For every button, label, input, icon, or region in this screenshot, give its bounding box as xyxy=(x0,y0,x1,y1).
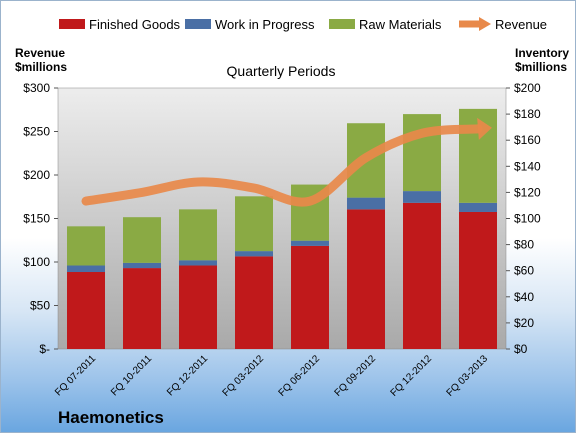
left-tick-label: $150 xyxy=(23,212,50,226)
legend: Finished Goods Work in Progress Raw Materi… xyxy=(59,17,547,32)
x-tick-label: FQ 12-2012 xyxy=(389,353,435,399)
bar-raw-materials-3 xyxy=(235,196,273,251)
legend-label-revenue: Revenue xyxy=(495,17,547,32)
left-axis-title-line1: Revenue xyxy=(15,46,65,60)
right-tick-label: $180 xyxy=(514,107,541,121)
bar-work-in-progress-7 xyxy=(459,203,497,212)
right-tick-label: $140 xyxy=(514,159,541,173)
bar-finished-goods-7 xyxy=(459,212,497,349)
right-tick-label: $160 xyxy=(514,133,541,147)
left-axis-title-line2: $millions xyxy=(15,60,67,74)
chart-title: Quarterly Periods xyxy=(227,63,336,79)
bar-work-in-progress-1 xyxy=(123,263,161,268)
bar-raw-materials-2 xyxy=(179,209,217,260)
bar-finished-goods-1 xyxy=(123,268,161,349)
x-tick-label: FQ 07-2011 xyxy=(53,353,98,398)
right-tick-label: $100 xyxy=(514,212,541,226)
legend-label-2: Raw Materials xyxy=(359,17,442,32)
left-tick-label: $50 xyxy=(30,299,50,313)
right-tick-label: $60 xyxy=(514,264,534,278)
legend-swatch-2 xyxy=(329,19,355,29)
right-tick-label: $0 xyxy=(514,342,528,356)
left-tick-label: $250 xyxy=(23,125,50,139)
bar-work-in-progress-4 xyxy=(291,241,329,246)
bar-finished-goods-6 xyxy=(403,203,441,349)
right-tick-label: $80 xyxy=(514,238,534,252)
legend-swatch-1 xyxy=(185,19,211,29)
left-tick-label: $- xyxy=(39,342,50,356)
bar-finished-goods-3 xyxy=(235,256,273,349)
right-tick-label: $20 xyxy=(514,316,534,330)
right-tick-label: $40 xyxy=(514,290,534,304)
right-axis-title-line1: Inventory xyxy=(515,46,569,60)
bar-raw-materials-6 xyxy=(403,114,441,191)
bar-work-in-progress-6 xyxy=(403,191,441,203)
left-axis-ticks: $- $50 $100 $150 $200 $250 $300 xyxy=(23,81,58,356)
bar-work-in-progress-2 xyxy=(179,260,217,265)
bar-work-in-progress-3 xyxy=(235,251,273,256)
x-tick-label: FQ 06-2012 xyxy=(277,353,323,399)
legend-swatch-0 xyxy=(59,19,85,29)
right-axis-ticks: $0 $20 $40 $60 $80 $100 $120 $140 $160 $180 $200 xyxy=(506,81,541,356)
left-tick-label: $100 xyxy=(23,255,50,269)
x-tick-label: FQ 12-2011 xyxy=(165,353,210,398)
x-tick-label: FQ 09-2012 xyxy=(333,353,379,399)
bar-finished-goods-4 xyxy=(291,246,329,349)
legend-label-0: Finished Goods xyxy=(89,17,181,32)
bar-work-in-progress-5 xyxy=(347,198,385,210)
left-tick-label: $200 xyxy=(23,168,50,182)
bar-finished-goods-5 xyxy=(347,209,385,349)
left-tick-label: $300 xyxy=(23,81,50,95)
company-name: Haemonetics xyxy=(58,408,164,427)
right-tick-label: $120 xyxy=(514,185,541,199)
right-axis-title-line2: $millions xyxy=(515,60,567,74)
bar-finished-goods-0 xyxy=(67,272,105,349)
right-tick-label: $200 xyxy=(514,81,541,95)
bar-raw-materials-1 xyxy=(123,217,161,263)
x-tick-label: FQ 03-2013 xyxy=(445,353,491,399)
legend-label-1: Work in Progress xyxy=(215,17,315,32)
x-tick-label: FQ 03-2012 xyxy=(221,353,267,399)
x-tick-label: FQ 10-2011 xyxy=(109,353,154,398)
legend-arrow-icon xyxy=(479,17,491,31)
bar-finished-goods-2 xyxy=(179,265,217,349)
bar-raw-materials-0 xyxy=(67,226,105,265)
bar-work-in-progress-0 xyxy=(67,265,105,272)
